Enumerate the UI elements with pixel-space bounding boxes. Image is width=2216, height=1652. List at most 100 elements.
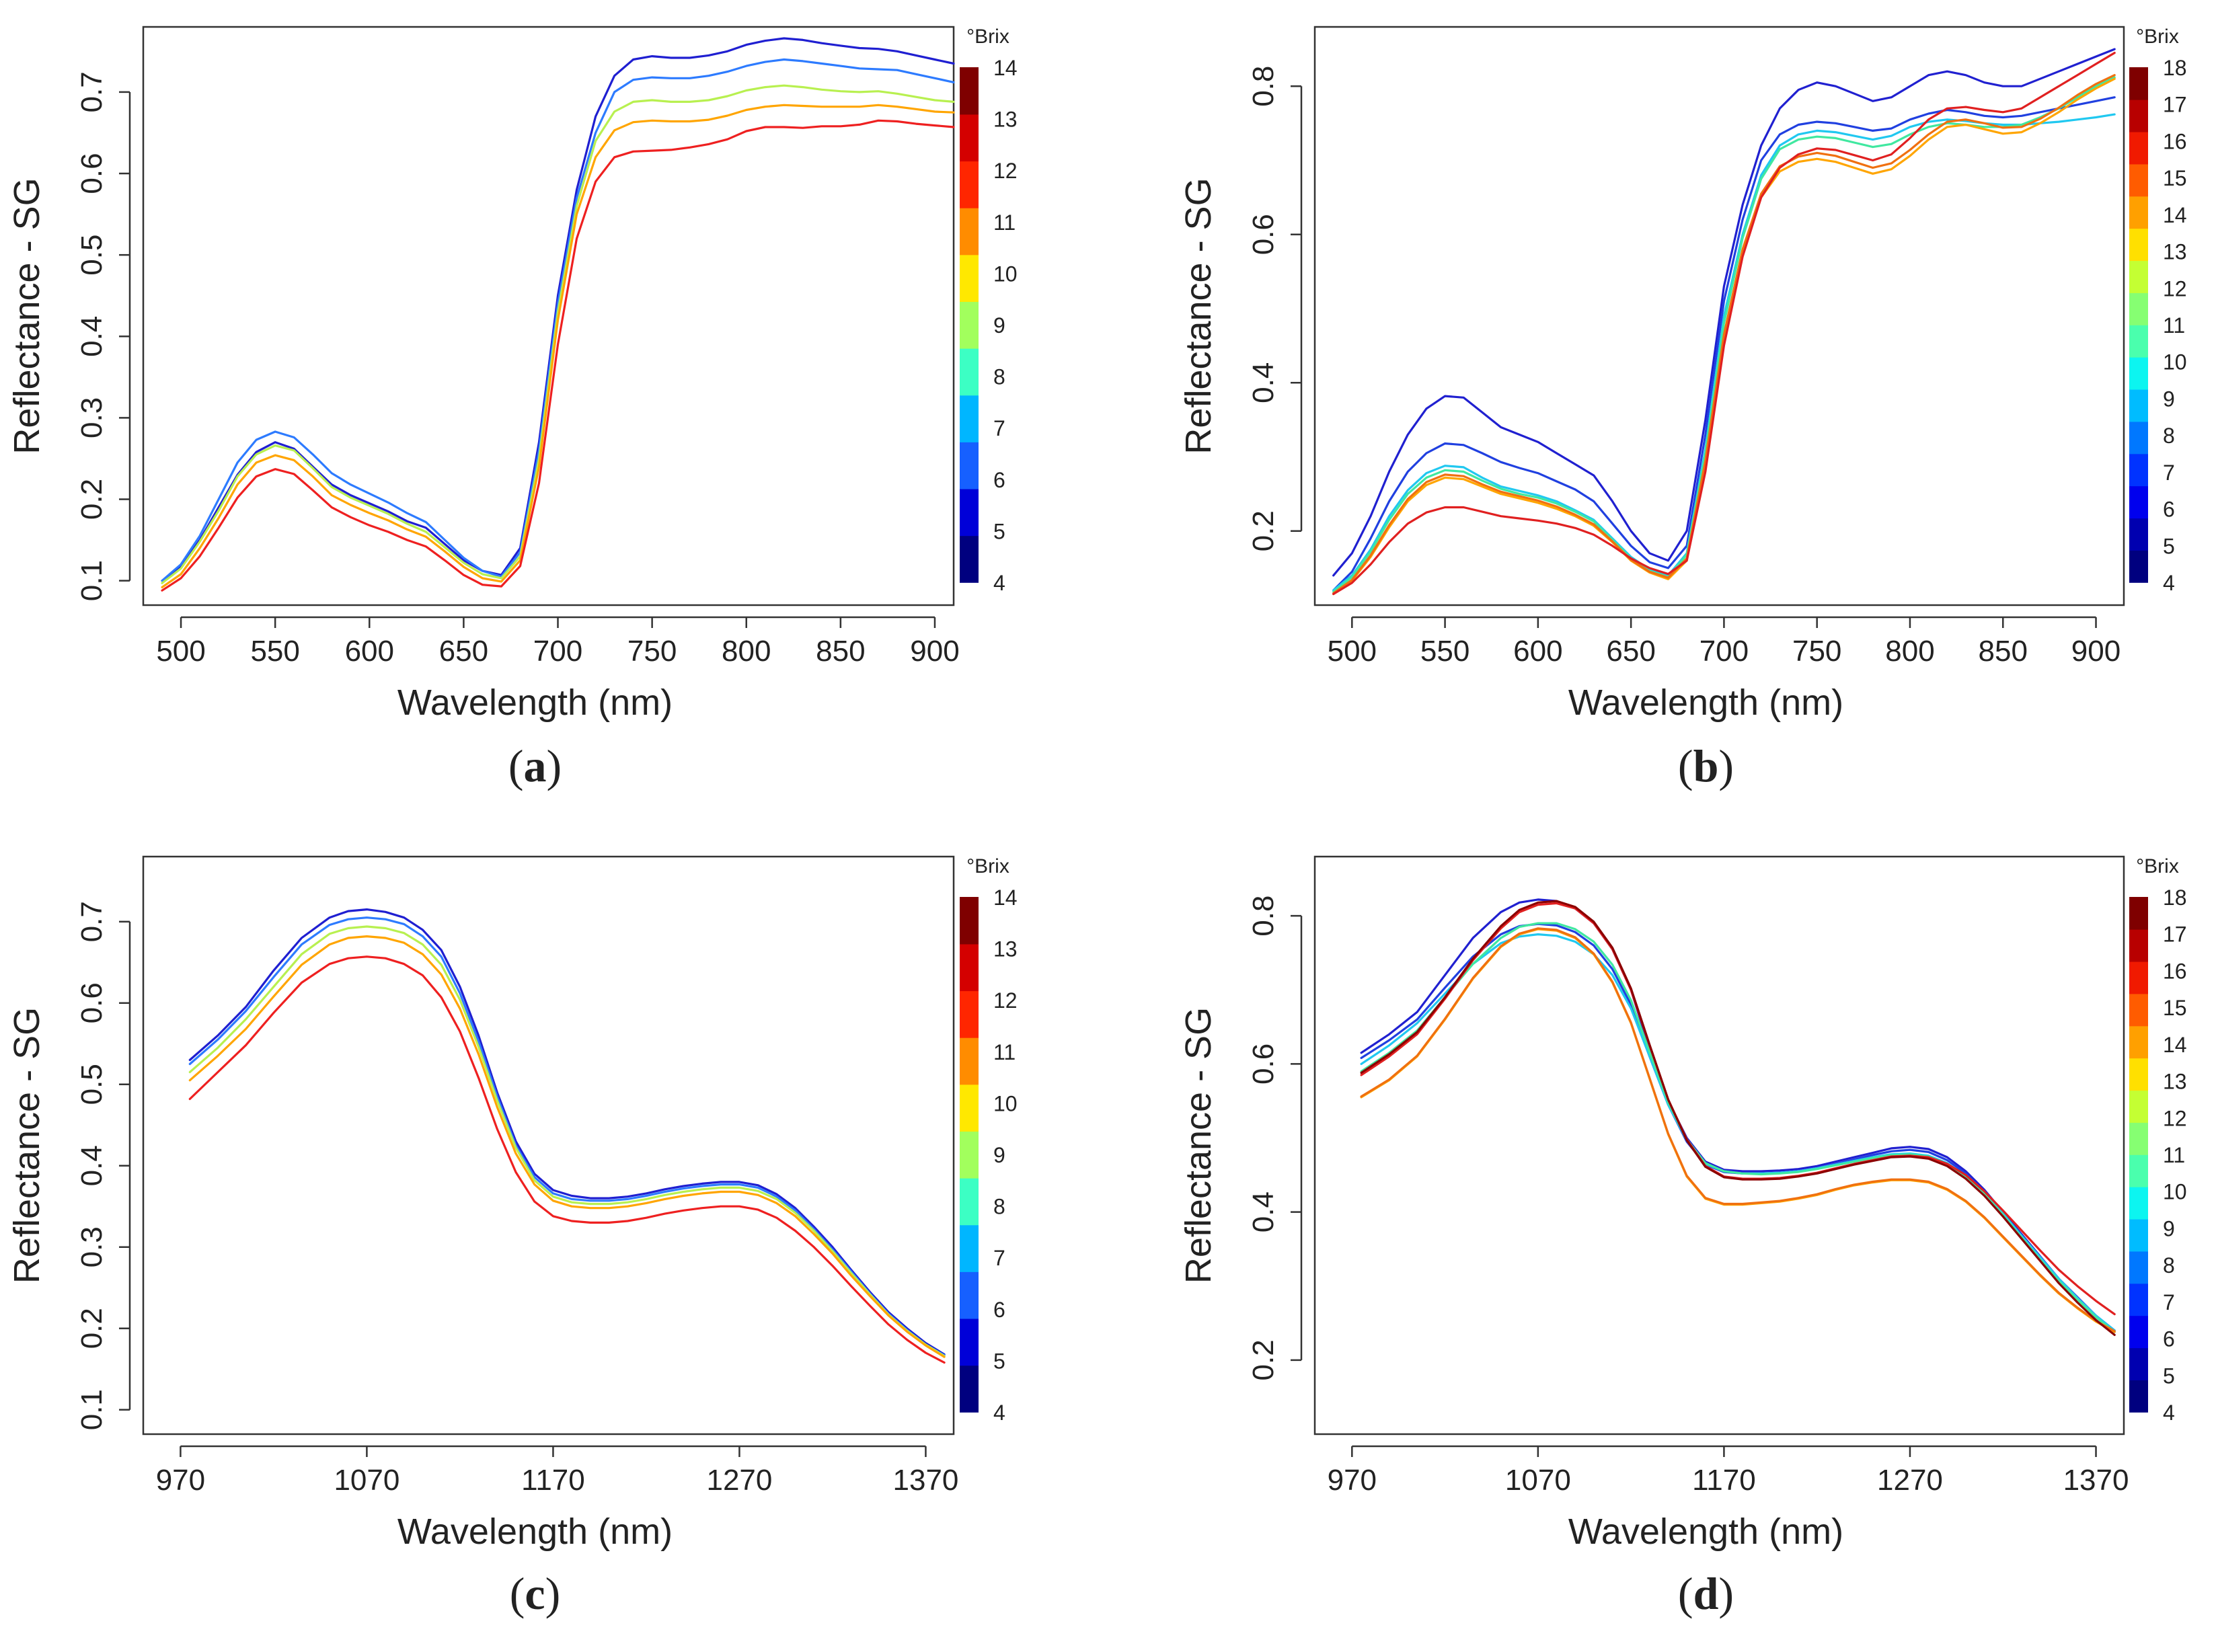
x-tick-label: 600 [1513,635,1562,668]
colorbar-segment [960,1177,979,1226]
x-tick-label: 1370 [893,1464,959,1497]
x-tick-label: 900 [910,635,959,668]
x-axis-title: Wavelength (nm) [1568,682,1843,723]
series-line-brix-5 [188,908,946,1356]
series-line-brix-14 [1360,928,2116,1333]
x-tick-label: 1070 [1505,1464,1571,1497]
x-tick-label: 500 [1328,635,1377,668]
colorbar-tick-label: 5 [2163,534,2175,558]
colorbar-tick-label: 9 [993,313,1005,338]
x-tick-label: 800 [722,635,771,668]
colorbar-segment [2129,1154,2148,1187]
series-line-brix-15 [1332,74,2116,595]
series-line-brix-11 [188,935,946,1358]
x-tick-label: 800 [1885,635,1934,668]
panel-label: (a) [508,740,562,791]
series-line-brix-6 [1332,96,2116,592]
x-axis-title: Wavelength (nm) [397,682,673,723]
y-tick-label: 0.8 [1247,66,1280,107]
colorbar-segment [960,1037,979,1085]
y-tick-label: 0.8 [1247,896,1280,937]
y-axis-title: Reflectance - SG [7,1007,47,1284]
chart-panel-d: 970 1070 1170 1270 1370 0.2 0.4 0.6 0.8 Wavelengt… [1178,855,2187,1619]
colorbar-segment [2129,389,2148,422]
colorbar-segment [960,488,979,537]
colorbar-tick-label: 8 [993,365,1005,389]
legend-title: °Brix [2136,855,2179,877]
x-tick-label: 500 [156,635,205,668]
y-tick-label: 0.2 [1247,1339,1280,1380]
colorbar-tick-label: 9 [2163,1216,2175,1241]
panel-label: (c) [510,1568,561,1619]
colorbar-tick-label: 4 [2163,1401,2175,1425]
chart-panel-c: 970 1070 1170 1270 1370 0.1 0.2 0.3 0.4 0.5 0.6 0.7… [7,855,1018,1619]
colorbar-tick-label: 16 [2163,129,2187,153]
colorbar-tick-label: 8 [2163,1253,2175,1277]
colorbar-tick-label: 7 [2163,1290,2175,1314]
panel-label: (b) [1678,740,1734,791]
legend-title: °Brix [966,26,1009,48]
colorbar-segment [960,1224,979,1272]
colorbar-segment [960,67,979,115]
colorbar-tick-label: 6 [2163,498,2175,522]
x-tick-label: 1070 [334,1464,399,1497]
y-tick-label: 0.3 [75,1226,108,1267]
colorbar-tick-label: 7 [993,416,1005,440]
colorbar-segment [2129,196,2148,229]
colorbar-segment [960,897,979,945]
colorbar-tick-label: 17 [2163,922,2187,947]
colorbar-segment [2129,260,2148,293]
x-tick-label: 900 [2071,635,2121,668]
colorbar-tick-label: 18 [2163,56,2187,80]
legend-title: °Brix [2136,26,2179,48]
colorbar-segment [2129,1251,2148,1284]
colorbar-segment [2129,1090,2148,1123]
colorbar-segment [960,442,979,489]
x-tick-label: 1270 [1877,1464,1943,1497]
colorbar-segment [2129,228,2148,262]
x-tick-label: 750 [627,635,677,668]
colorbar-segment [960,301,979,349]
chart-panel-b: 500 550 600 650 700 750 800 850 900 0.2 0.4 0.6 0.8 W… [1178,26,2187,791]
colorbar-tick-label: 17 [2163,93,2187,117]
colorbar-segment [960,114,979,162]
colorbar-tick-label: 13 [2163,1070,2187,1094]
y-tick-label: 0.4 [1247,362,1280,403]
colorbar-segment [2129,1122,2148,1155]
colorbar-segment [960,254,979,302]
y-axis-title: Reflectance - SG [7,178,47,454]
y-tick-label: 0.3 [75,397,108,438]
y-axis-title: Reflectance - SG [1178,1007,1219,1284]
colorbar-segment [960,161,979,208]
y-tick-label: 0.7 [75,71,108,112]
colorbar-segment [2129,292,2148,325]
colorbar-segment [960,990,979,1038]
y-tick-label: 0.5 [75,1064,108,1105]
colorbar-tick-label: 7 [993,1246,1005,1270]
colorbar-segment [960,1271,979,1319]
colorbar-segment [2129,1058,2148,1091]
colorbar-tick-label: 11 [2163,1143,2185,1167]
x-tick-label: 1270 [706,1464,772,1497]
colorbar-segment [2129,897,2148,930]
colorbar-segment [2129,485,2148,519]
series-line-brix-6 [188,916,946,1357]
colorbar-segment [2129,961,2148,994]
colorbar-segment [2129,356,2148,390]
colorbar-tick-label: 14 [993,56,1018,80]
colorbar-tick-label: 10 [993,1091,1018,1115]
colorbar-segment [960,1084,979,1132]
series-line-brix-11 [161,104,955,589]
colorbar-tick-label: 11 [993,1040,1016,1064]
colorbar-tick-label: 8 [993,1195,1005,1219]
colorbar-segment [2129,518,2148,551]
series-line-brix-11 [1332,76,2116,593]
x-tick-label: 970 [1328,1464,1377,1497]
colorbar-tick-label: 10 [2163,1180,2187,1204]
y-tick-label: 0.2 [75,1308,108,1349]
colorbar-segment [960,535,979,583]
colorbar-segment [2129,453,2148,487]
colorbar-segment [2129,929,2148,962]
series-line-brix-15 [1360,927,2116,1333]
